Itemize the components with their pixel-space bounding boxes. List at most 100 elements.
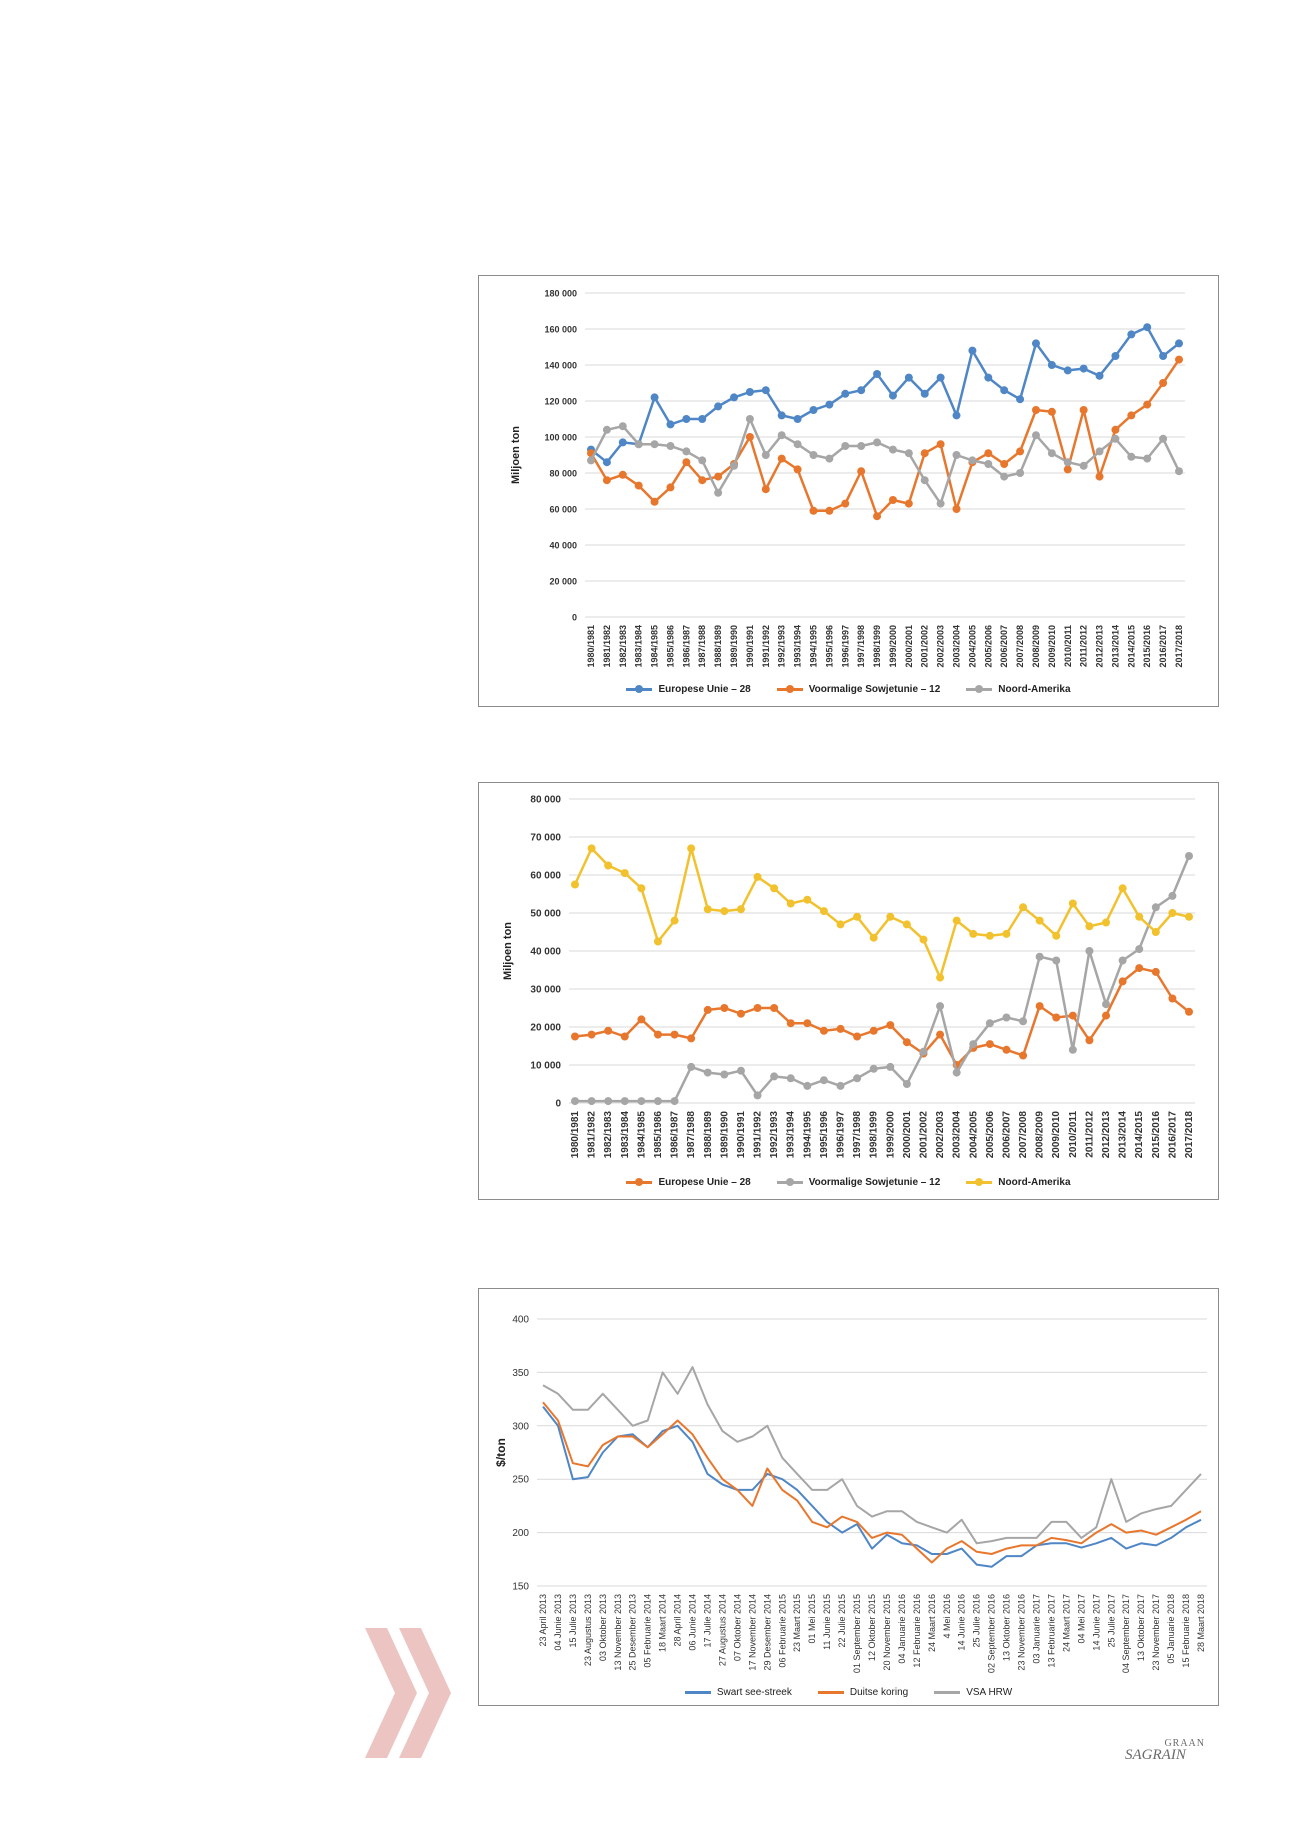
data-point [803, 895, 812, 904]
data-point [819, 907, 828, 916]
y-tick-label: 400 [512, 1315, 529, 1326]
x-tick-label: 1995/1996 [819, 1111, 830, 1159]
data-point [841, 389, 850, 398]
legend-item: Swart see-streek [684, 1687, 792, 1698]
x-tick-label: 23 Maart 2015 [792, 1594, 802, 1652]
data-point [985, 1040, 994, 1049]
x-tick-label: 25 Julie 2016 [972, 1594, 982, 1648]
x-tick-label: 1981/1982 [587, 1111, 598, 1159]
data-point [1019, 903, 1028, 912]
data-point [1047, 407, 1056, 416]
data-point [682, 458, 691, 467]
legend-item: VSA HRW [934, 1687, 1012, 1698]
data-point [1047, 449, 1056, 458]
data-point [1143, 454, 1152, 463]
data-point [1118, 977, 1127, 986]
logo-top-text: GRAAN [1164, 1738, 1205, 1749]
data-point [793, 465, 802, 474]
data-point [602, 425, 611, 434]
data-point [819, 1026, 828, 1035]
x-tick-label: 25 Desember 2013 [628, 1594, 638, 1671]
data-point [1175, 355, 1183, 364]
data-point [1111, 434, 1120, 443]
data-point [869, 1026, 878, 1035]
data-point [809, 506, 818, 515]
data-point [687, 1062, 696, 1071]
y-tick-label: 10 000 [530, 1061, 561, 1072]
data-point [1068, 899, 1077, 908]
data-point [1052, 931, 1061, 940]
chart-2-svg: 0 10 000 20 000 30 000 40 000 50 000 60 000 70 … [502, 795, 1195, 1159]
y-tick-label: 180 000 [544, 289, 577, 299]
data-point [886, 912, 895, 921]
x-tick-label: 28 Maart 2018 [1196, 1594, 1206, 1652]
legend-label: Europese Unie – 28 [658, 1177, 751, 1188]
x-tick-label: 1983/1984 [634, 625, 644, 668]
data-point [650, 440, 659, 449]
x-tick-label: 2002/2003 [935, 1111, 946, 1159]
data-point [786, 1019, 795, 1028]
data-point [1079, 406, 1088, 414]
data-point [587, 1097, 596, 1106]
legend-swatch [966, 685, 993, 693]
series-line-2 [575, 855, 1191, 1103]
data-point [637, 1015, 646, 1024]
x-tick-label: 2004/2005 [967, 625, 977, 668]
data-point [753, 1091, 762, 1100]
series-line-1 [542, 1405, 1202, 1568]
x-tick-label: 2015/2016 [1142, 625, 1152, 668]
x-tick-label: 2014/2015 [1126, 625, 1136, 668]
legend-swatch [626, 1178, 653, 1186]
legend-item: Voormalige Sowjetunie – 12 [776, 684, 940, 695]
legend-swatch [776, 685, 803, 693]
data-point [904, 449, 913, 458]
legend-label: VSA HRW [966, 1687, 1013, 1698]
x-tick-label: 11 Junie 2015 [822, 1594, 832, 1650]
x-tick-label: 24 Maart 2017 [1061, 1594, 1071, 1652]
x-tick-label: 1980/1981 [570, 1111, 581, 1159]
x-tick-label: 06 Februarie 2015 [777, 1594, 787, 1668]
x-tick-label: 29 Desember 2014 [762, 1594, 772, 1671]
data-point [698, 456, 707, 465]
data-point [888, 496, 897, 504]
data-point [1135, 964, 1144, 973]
data-point [604, 861, 613, 870]
data-point [1063, 366, 1072, 375]
x-tick-label: 2010/2011 [1063, 625, 1073, 667]
x-tick-label: 23 November 2017 [1151, 1594, 1161, 1671]
data-point [1031, 406, 1040, 414]
data-point [1151, 903, 1160, 912]
data-point [853, 1032, 862, 1041]
y-tick-label: 200 [512, 1528, 529, 1539]
legend-label: Europese Unie – 28 [658, 684, 751, 695]
x-tick-label: 1982/1983 [603, 1111, 614, 1159]
data-point [1168, 994, 1177, 1003]
legend-item: Europese Unie – 28 [626, 684, 751, 695]
x-tick-label: 01 Mei 2015 [807, 1594, 817, 1644]
data-point [786, 899, 795, 908]
data-point [902, 1038, 911, 1047]
x-tick-label: 1985/1986 [665, 625, 675, 668]
x-tick-label: 04 Januarie 2016 [897, 1594, 907, 1664]
data-point [1102, 1000, 1111, 1009]
chart-production: 0 20 000 40 000 60 000 80 000 100 000 120 000 1… [478, 275, 1219, 707]
data-point [1159, 352, 1168, 360]
data-point [653, 937, 662, 946]
data-point [587, 456, 595, 465]
data-point [1068, 1011, 1077, 1020]
data-point [952, 1068, 961, 1077]
series-line-2 [542, 1401, 1202, 1564]
data-point [1111, 352, 1120, 360]
data-point [1035, 1002, 1044, 1011]
data-point [793, 415, 802, 423]
y-tick-label: 40 000 [530, 947, 561, 958]
x-tick-label: 2011/2012 [1079, 625, 1089, 667]
data-point [873, 370, 882, 378]
x-tick-label: 1993/1994 [793, 625, 803, 668]
data-point [1085, 922, 1094, 931]
x-tick-label: 02 September 2016 [987, 1594, 997, 1673]
x-tick-label: 2006/2007 [1001, 1111, 1012, 1159]
data-point [670, 1097, 679, 1106]
x-tick-label: 13 Februarie 2017 [1046, 1594, 1056, 1668]
data-point [836, 1024, 845, 1033]
